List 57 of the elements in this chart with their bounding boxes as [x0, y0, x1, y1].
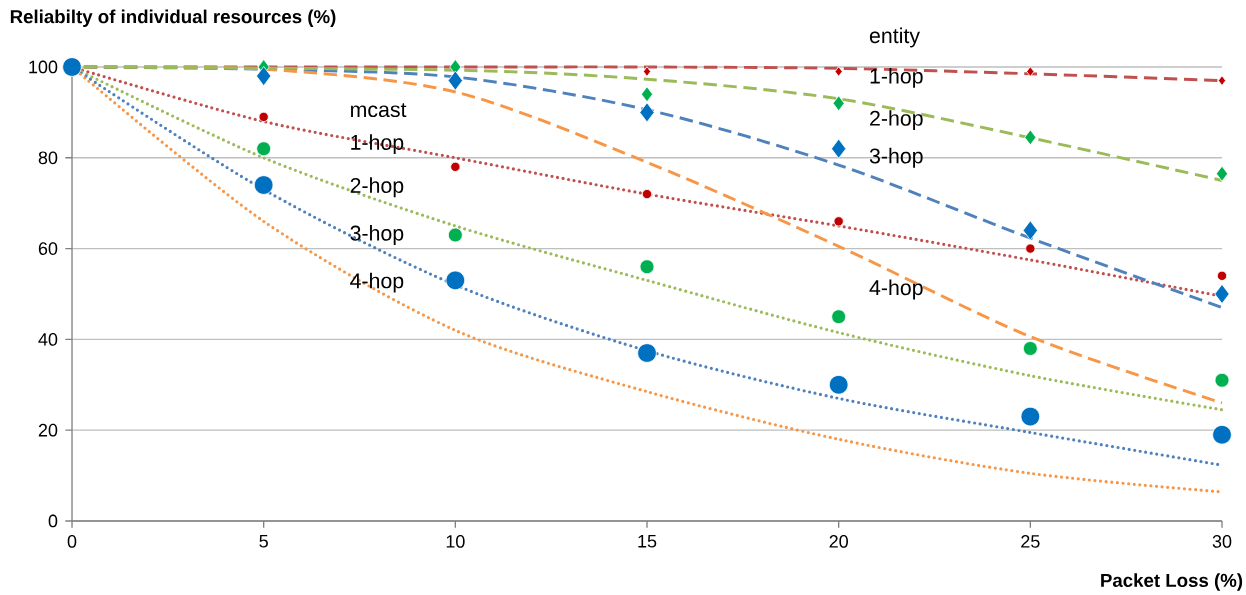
- point: [639, 259, 655, 275]
- point: [448, 227, 463, 243]
- point: [258, 111, 269, 122]
- point: [1025, 243, 1036, 254]
- point: [641, 86, 654, 103]
- x-tick-label: 0: [67, 535, 77, 548]
- y-tick-label: 80: [38, 151, 58, 165]
- point: [449, 59, 462, 75]
- point: [643, 66, 652, 77]
- point: [1214, 372, 1230, 388]
- x-axis-title: Packet Loss (%): [1101, 573, 1243, 591]
- point: [641, 189, 653, 200]
- point: [832, 95, 845, 112]
- x-tick-label: 30: [1212, 535, 1232, 548]
- annotation: 1-hop: [870, 67, 923, 88]
- point: [834, 66, 843, 77]
- y-axis-title: Reliabilty of individual resources (%): [10, 9, 336, 27]
- x-tick-label: 15: [638, 535, 657, 548]
- annotation: 3-hop: [869, 147, 923, 168]
- x-tick-label: 25: [1021, 535, 1040, 548]
- point: [637, 343, 657, 363]
- x-tick-label: 5: [259, 535, 268, 548]
- annotation: mcast: [351, 103, 407, 118]
- annotation: 3-hop: [350, 225, 404, 245]
- x-tick-label: 20: [829, 535, 848, 548]
- y-tick-label: 60: [38, 242, 58, 255]
- annotation: 2-hop: [350, 177, 404, 198]
- point: [1026, 66, 1035, 77]
- point: [831, 309, 847, 325]
- point: [256, 141, 272, 157]
- point: [450, 161, 461, 172]
- y-tick-label: 100: [29, 60, 58, 74]
- point: [1020, 406, 1041, 427]
- text: entity: [869, 27, 920, 48]
- annotation: 2-hop: [870, 110, 923, 131]
- point: [445, 270, 466, 291]
- point: [1216, 165, 1228, 182]
- point: [1023, 341, 1038, 356]
- y-tick-label: 20: [38, 423, 58, 437]
- point: [256, 66, 272, 87]
- point: [62, 57, 82, 77]
- x-tick-label: 10: [446, 535, 465, 548]
- y-tick-label: 0: [48, 514, 58, 528]
- point: [828, 375, 849, 395]
- point: [447, 70, 463, 91]
- y-tick-label: 40: [38, 333, 58, 346]
- point: [639, 102, 655, 123]
- point: [831, 138, 847, 159]
- point: [253, 175, 274, 195]
- point: [1216, 270, 1228, 281]
- annotation: 4-hop: [869, 279, 923, 300]
- point: [1214, 283, 1230, 304]
- point: [1024, 129, 1037, 146]
- point: [1212, 424, 1232, 445]
- point: [833, 216, 844, 227]
- point: [1218, 75, 1226, 86]
- point: [1022, 220, 1038, 241]
